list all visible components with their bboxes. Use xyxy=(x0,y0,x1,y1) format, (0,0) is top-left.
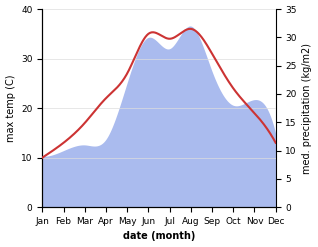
X-axis label: date (month): date (month) xyxy=(123,231,195,242)
Y-axis label: med. precipitation (kg/m2): med. precipitation (kg/m2) xyxy=(302,43,313,174)
Y-axis label: max temp (C): max temp (C) xyxy=(5,74,16,142)
